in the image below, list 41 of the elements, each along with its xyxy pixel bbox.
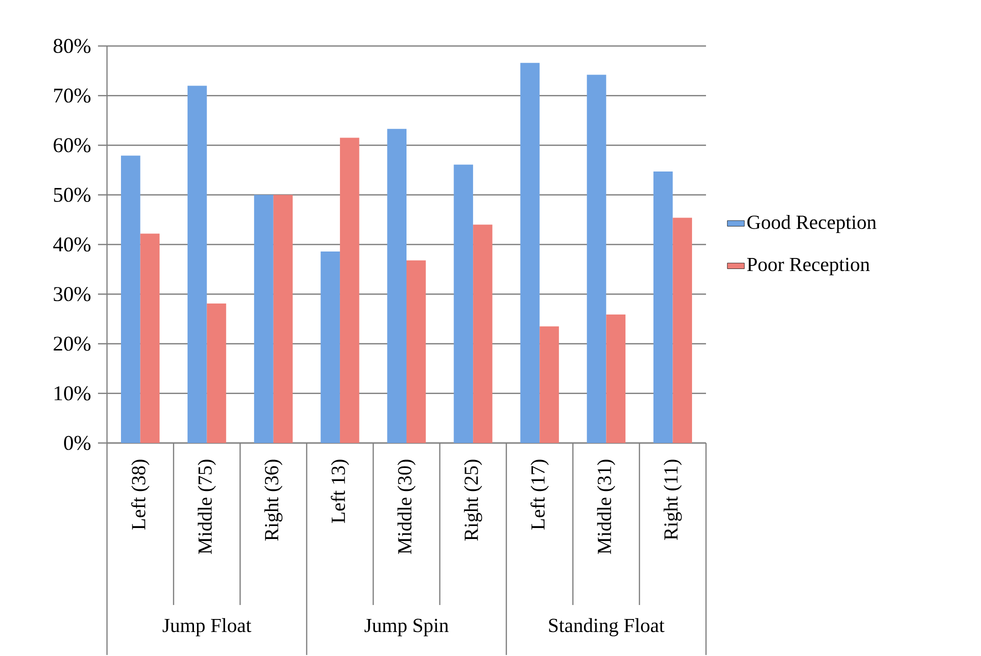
bar	[188, 86, 207, 444]
bar	[473, 224, 492, 444]
bar	[672, 218, 692, 444]
text: Jump Float	[162, 618, 252, 636]
legend-label: Good Reception	[747, 215, 876, 234]
y-tick-label: 60%	[54, 138, 90, 153]
y-tick-label: 80%	[54, 39, 90, 54]
text: Jump Spin	[364, 619, 449, 636]
y-tick-label: 0%	[64, 436, 90, 450]
y-tick-label: 70%	[54, 88, 90, 103]
y-tick-label: 40%	[53, 238, 90, 252]
y-tick-label: 20%	[54, 336, 90, 352]
bar	[254, 195, 274, 444]
bar	[520, 63, 540, 444]
x-tick-label: Right (11)	[664, 460, 682, 540]
x-tick-label: Middle (30)	[397, 460, 416, 554]
x-tick-label: Left (17)	[530, 460, 549, 530]
bar	[340, 138, 360, 444]
bar	[273, 195, 293, 444]
bar	[320, 252, 340, 444]
y-tick-label: 30%	[54, 287, 90, 302]
bar	[140, 234, 160, 444]
x-tick-label: Right (36)	[264, 460, 282, 541]
bar	[454, 164, 474, 444]
y-tick-label: 10%	[54, 386, 90, 401]
x-tick-label: Middle (75)	[198, 460, 216, 554]
x-tick-label: Right (25)	[464, 460, 482, 541]
bar	[387, 129, 407, 444]
bar	[120, 156, 140, 444]
x-tick-label: Left (38)	[131, 460, 150, 530]
bar	[606, 314, 626, 444]
bar	[586, 74, 606, 444]
bar	[653, 172, 673, 444]
x-tick-label: Middle (31)	[597, 460, 616, 554]
y-tick-label: 50%	[54, 188, 90, 202]
bar	[540, 326, 559, 444]
bar	[406, 260, 426, 444]
x-tick-label: Left 13)	[330, 460, 350, 524]
legend-label: Poor Reception	[747, 258, 870, 276]
text: Standing Float	[549, 618, 664, 636]
bar	[206, 304, 226, 444]
